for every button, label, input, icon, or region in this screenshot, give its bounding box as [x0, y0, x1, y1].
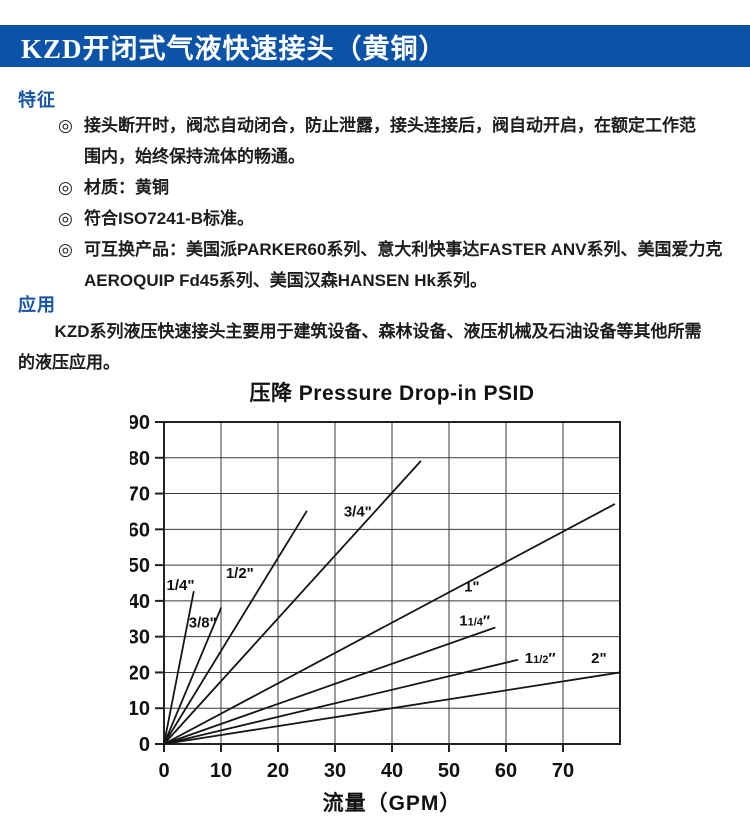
y-tick-label: 70 — [130, 484, 150, 506]
series-label: 2" — [591, 650, 606, 667]
x-tick-label: 20 — [267, 760, 289, 782]
feature-item: ◎ 可互换产品：美国派PARKER60系列、意大利快事达FASTER ANV系列… — [58, 234, 738, 296]
series-line — [163, 607, 222, 745]
series-label: 11/4″ — [459, 613, 490, 630]
x-tick-label: 70 — [552, 760, 574, 782]
chart-title: 压降 Pressure Drop-in PSID — [249, 382, 535, 405]
feature-item: ◎ 接头断开时，阀芯自动闭合，防止泄露，接头连接后，阀自动开启，在额定工作范 围… — [58, 110, 738, 172]
features-list: ◎ 接头断开时，阀芯自动闭合，防止泄露，接头连接后，阀自动开启，在额定工作范 围… — [58, 110, 738, 296]
x-tick-label: 40 — [381, 760, 403, 782]
bullet-icon: ◎ — [58, 178, 73, 197]
x-tick-label: 10 — [210, 760, 232, 782]
y-tick-label: 60 — [130, 519, 150, 541]
series-line — [163, 671, 621, 745]
bullet-icon: ◎ — [58, 209, 73, 228]
series-label: 1/4" — [167, 577, 195, 594]
y-tick-label: 10 — [130, 698, 150, 720]
feature-item: ◎ 材质：黄铜 — [58, 172, 738, 203]
application-heading: 应用 — [18, 295, 56, 315]
bullet-icon: ◎ — [58, 116, 73, 135]
series-line — [163, 659, 519, 745]
series-line — [163, 460, 422, 745]
series-line — [163, 626, 496, 745]
y-tick-label: 0 — [139, 734, 150, 756]
feature-item-text: 可互换产品：美国派PARKER60系列、意大利快事达FASTER ANV系列、美… — [84, 240, 723, 290]
series-line — [163, 510, 308, 745]
bullet-icon: ◎ — [58, 240, 73, 259]
series-label: 1" — [464, 579, 479, 596]
pressure-drop-chart: 0 10 20 30 40 50 60 70 0 10 20 30 40 50 60 70 80 90 1/4" 3/… — [130, 412, 621, 815]
y-tick-label: 80 — [130, 448, 150, 470]
x-tick-label: 60 — [495, 760, 517, 782]
series-label: 11/2″ — [525, 650, 556, 667]
y-tick-label: 90 — [130, 412, 150, 434]
y-tick-label: 40 — [130, 591, 150, 613]
series-label: 3/8" — [189, 614, 217, 631]
series-line — [163, 503, 616, 745]
series-label: 1/2" — [226, 565, 254, 582]
x-axis-label: 流量（GPM） — [323, 791, 462, 815]
feature-item-text: 接头断开时，阀芯自动闭合，防止泄露，接头连接后，阀自动开启，在额定工作范 围内，… — [84, 116, 696, 166]
feature-item: ◎ 符合ISO7241-B标准。 — [58, 203, 738, 234]
x-tick-label: 30 — [324, 760, 346, 782]
feature-item-text: 符合ISO7241-B标准。 — [84, 209, 255, 228]
x-tick-label: 0 — [158, 760, 169, 782]
application-text: KZD系列液压快速接头主要用于建筑设备、森林设备、液压机械及石油设备等其他所需 … — [18, 322, 702, 372]
feature-item-text: 材质：黄铜 — [84, 178, 169, 197]
y-tick-label: 20 — [130, 662, 150, 684]
x-tick-label: 50 — [438, 760, 460, 782]
series-line — [163, 591, 195, 745]
page-header-banner: KZD开闭式气液快速接头（黄铜） — [0, 25, 750, 67]
y-tick-label: 50 — [130, 555, 150, 577]
y-tick-label: 30 — [130, 627, 150, 649]
series-label: 3/4" — [344, 503, 372, 520]
page-title: KZD开闭式气液快速接头（黄铜） — [21, 33, 447, 64]
features-heading: 特征 — [18, 90, 56, 110]
